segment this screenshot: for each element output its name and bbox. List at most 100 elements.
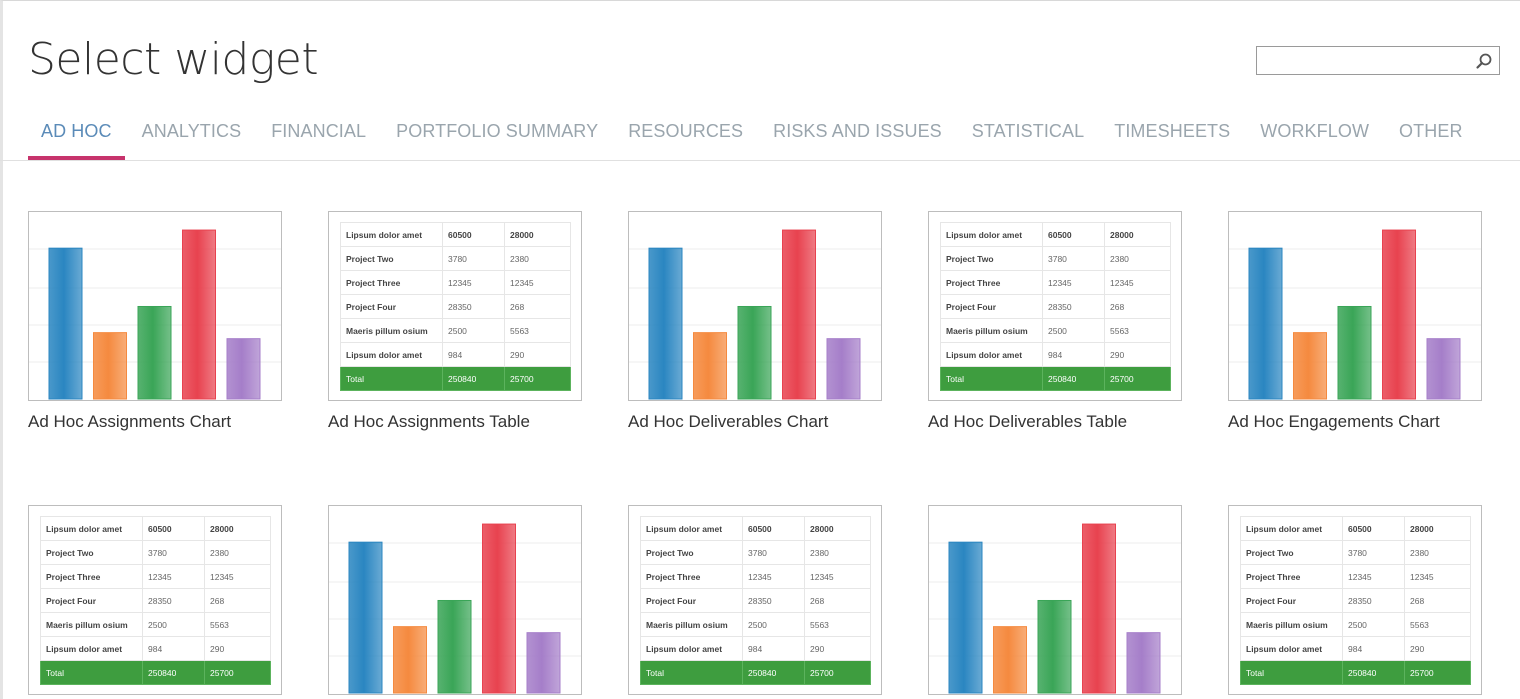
widget-thumbnail[interactable] xyxy=(1228,211,1482,401)
table-row: Lipsum dolor amet 60500 28000 xyxy=(340,222,571,247)
table-cell: 268 xyxy=(504,294,571,319)
category-tabs: AD HOC ANALYTICS FINANCIAL PORTFOLIO SUMMAR… xyxy=(28,118,1480,160)
search-box[interactable] xyxy=(1256,46,1500,75)
table-cell: Maeris pillum osium xyxy=(340,318,443,343)
table-cell: Total xyxy=(1240,660,1343,685)
widget-label[interactable]: Ad Hoc Deliverables Chart xyxy=(628,412,829,431)
chart-bar xyxy=(826,338,861,400)
widget-card[interactable]: Ad Hoc Deliverables Chart xyxy=(628,211,882,432)
widget-thumbnail[interactable]: Lipsum dolor amet 60500 28000 Project Two 37… xyxy=(1228,505,1482,695)
tab-statistical[interactable]: STATISTICAL xyxy=(971,121,1085,141)
tab-other[interactable]: OTHER xyxy=(1399,121,1463,141)
table-cell: 5563 xyxy=(1404,612,1471,637)
table-row: Project Two 3780 2380 xyxy=(40,540,271,565)
widget-card[interactable] xyxy=(928,505,1182,699)
table-cell: Project Four xyxy=(640,588,743,613)
widget-card[interactable]: Ad Hoc Engagements Chart xyxy=(1228,211,1482,432)
table-row: Lipsum dolor amet 984 290 xyxy=(340,342,571,367)
table-cell: 12345 xyxy=(504,270,571,295)
table-cell: 28350 xyxy=(142,588,205,613)
widget-label[interactable]: Ad Hoc Assignments Chart xyxy=(28,412,232,431)
table-row: Lipsum dolor amet 984 290 xyxy=(640,636,871,661)
widget-thumbnail[interactable]: Lipsum dolor amet 60500 28000 Project Two 37… xyxy=(28,505,282,695)
chart-thumbnail xyxy=(1229,229,1481,400)
tab-ad-hoc[interactable]: AD HOC xyxy=(28,118,125,160)
chart-bar xyxy=(393,626,427,694)
widget-thumbnail[interactable] xyxy=(28,211,282,401)
chart-bar xyxy=(993,626,1027,694)
table-cell: Lipsum dolor amet xyxy=(640,516,743,541)
table-row: Lipsum dolor amet 60500 28000 xyxy=(40,516,271,541)
widget-thumbnail[interactable] xyxy=(928,505,1182,695)
table-cell: Project Four xyxy=(940,294,1043,319)
chart-thumbnail xyxy=(329,523,581,694)
table-cell: 3780 xyxy=(1042,246,1105,271)
table-cell: 25700 xyxy=(504,366,571,391)
widget-thumbnail[interactable]: Lipsum dolor amet 60500 28000 Project Two 37… xyxy=(628,505,882,695)
chart-thumbnail xyxy=(29,229,281,400)
table-cell: 25700 xyxy=(1404,660,1471,685)
table-cell: 60500 xyxy=(442,222,505,247)
widget-thumbnail[interactable] xyxy=(628,211,882,401)
widget-card[interactable]: Lipsum dolor amet 60500 28000 Project Two 37… xyxy=(328,211,582,432)
table-cell: 3780 xyxy=(1342,540,1405,565)
table-row: Project Three 12345 12345 xyxy=(940,270,1171,295)
table-cell: Maeris pillum osium xyxy=(940,318,1043,343)
table-cell: 250840 xyxy=(1342,660,1405,685)
widget-label[interactable]: Ad Hoc Deliverables Table xyxy=(928,412,1128,431)
search-input[interactable] xyxy=(1257,47,1467,74)
tab-resources[interactable]: RESOURCES xyxy=(628,121,744,141)
widget-label[interactable]: Ad Hoc Assignments Table xyxy=(328,412,530,431)
widget-card[interactable]: Lipsum dolor amet 60500 28000 Project Two 37… xyxy=(28,505,282,699)
widget-card[interactable] xyxy=(328,505,582,699)
widget-thumbnail[interactable]: Lipsum dolor amet 60500 28000 Project Two 37… xyxy=(328,211,582,401)
table-row: Project Two 3780 2380 xyxy=(940,246,1171,271)
table-cell: Lipsum dolor amet xyxy=(340,342,443,367)
table-row: Maeris pillum osium 2500 5563 xyxy=(940,318,1171,343)
tab-analytics[interactable]: ANALYTICS xyxy=(141,121,242,141)
widget-card[interactable]: Lipsum dolor amet 60500 28000 Project Two 37… xyxy=(928,211,1182,432)
table-cell: 60500 xyxy=(1342,516,1405,541)
table-cell: 5563 xyxy=(204,612,271,637)
table-row: Project Three 12345 12345 xyxy=(1240,564,1471,589)
tab-portfolio-summary[interactable]: PORTFOLIO SUMMARY xyxy=(396,121,599,141)
chart-bar xyxy=(1037,599,1072,694)
table-cell: Lipsum dolor amet xyxy=(40,516,143,541)
chart-bar xyxy=(737,305,772,400)
table-cell: 25700 xyxy=(804,660,871,685)
table-cell: 12345 xyxy=(742,564,805,589)
table-cell: 28350 xyxy=(742,588,805,613)
table-cell: 268 xyxy=(804,588,871,613)
table-cell: 2500 xyxy=(1342,612,1405,637)
tab-timesheets[interactable]: TIMESHEETS xyxy=(1114,121,1231,141)
tab-workflow[interactable]: WORKFLOW xyxy=(1260,121,1370,141)
table-cell: Project Four xyxy=(40,588,143,613)
table-total-row: Total 250840 25700 xyxy=(40,660,271,685)
table-cell: Project Four xyxy=(340,294,443,319)
chart-bar xyxy=(1082,523,1116,694)
table-cell: 12345 xyxy=(204,564,271,589)
table-cell: 28000 xyxy=(504,222,571,247)
table-cell: Project Two xyxy=(940,246,1043,271)
table-row: Maeris pillum osium 2500 5563 xyxy=(340,318,571,343)
table-cell: 28000 xyxy=(804,516,871,541)
widget-thumbnail[interactable] xyxy=(328,505,582,695)
chart-bar xyxy=(437,599,472,694)
chart-bar xyxy=(526,632,561,694)
table-cell: 28000 xyxy=(1104,222,1171,247)
search-icon[interactable] xyxy=(1475,52,1493,70)
table-cell: Project Three xyxy=(640,564,743,589)
chart-bar xyxy=(226,338,261,400)
table-cell: 12345 xyxy=(804,564,871,589)
widget-card[interactable]: Lipsum dolor amet 60500 28000 Project Two 37… xyxy=(1228,505,1482,699)
table-row: Project Two 3780 2380 xyxy=(340,246,571,271)
widget-card[interactable]: Ad Hoc Assignments Chart xyxy=(28,211,282,432)
widget-thumbnail[interactable]: Lipsum dolor amet 60500 28000 Project Two 37… xyxy=(928,211,1182,401)
tab-financial[interactable]: FINANCIAL xyxy=(271,121,367,141)
widget-card[interactable]: Lipsum dolor amet 60500 28000 Project Two 37… xyxy=(628,505,882,699)
table-cell: 2380 xyxy=(1104,246,1171,271)
tab-risks-and-issues[interactable]: RISKS AND ISSUES xyxy=(773,121,942,141)
widget-label[interactable]: Ad Hoc Engagements Chart xyxy=(1228,412,1440,431)
table-cell: 12345 xyxy=(142,564,205,589)
